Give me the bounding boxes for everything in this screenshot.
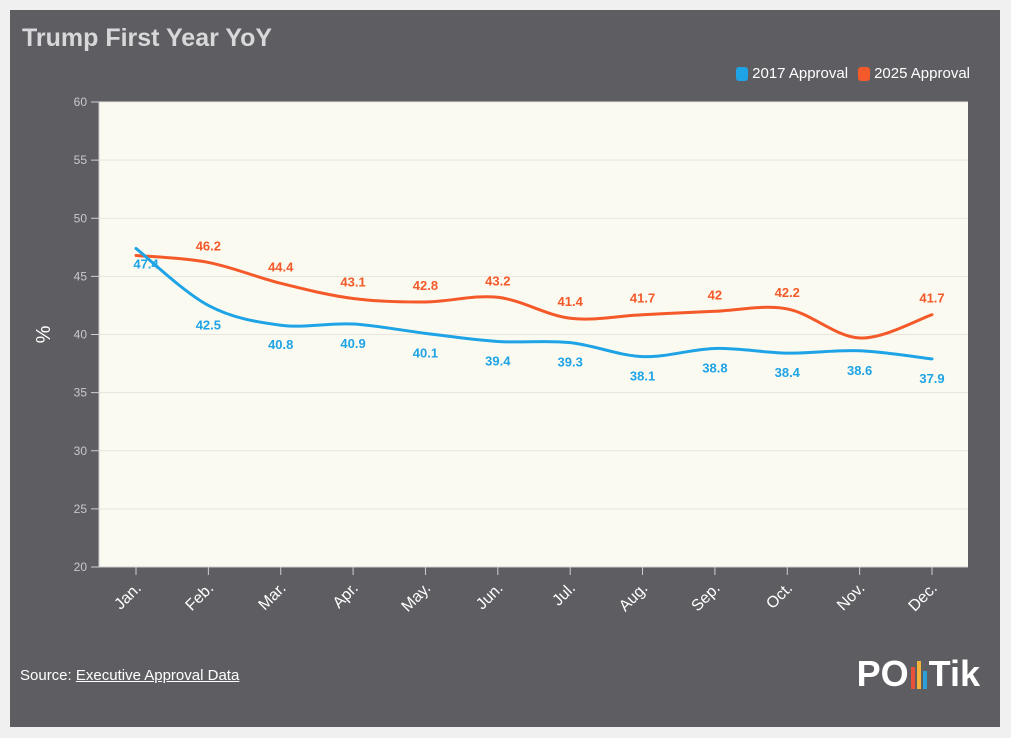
data-label-2025: 46.2: [196, 238, 221, 253]
data-label-2025: 43.1: [340, 274, 365, 289]
logo-text-left: PO: [856, 653, 909, 694]
data-label-2025: 42: [708, 287, 722, 302]
series-line-2017: [134, 246, 934, 361]
series-line-2025: [134, 253, 934, 340]
x-tick-label: Mar.: [256, 580, 290, 614]
source-label: Source:: [20, 667, 72, 684]
legend: 2017 Approval 2025 Approval: [736, 65, 970, 82]
data-label-2025: 42.2: [775, 285, 800, 300]
data-label-2017: 38.6: [847, 363, 872, 378]
y-tick-label: 50: [74, 211, 88, 225]
y-tick-label: 20: [74, 560, 88, 574]
data-label-2025: 43.2: [485, 273, 510, 288]
line-chart: 20 25 30 35 40 45 50 55 60 Jan. Feb. Mar. Apr. May. Ju…: [33, 95, 968, 616]
y-tick-label: 40: [74, 328, 88, 342]
data-label-2017: 38.1: [630, 369, 655, 384]
y-tick-label: 25: [74, 502, 88, 516]
y-tick-label: 55: [74, 153, 88, 167]
x-tick-label: Feb.: [183, 580, 218, 615]
y-tick-label: 30: [74, 444, 88, 458]
data-label-2025: 44.4: [268, 259, 294, 274]
chart-card: Trump First Year YoY 2017 Approval 2025 …: [10, 10, 1000, 727]
politik-logo: PO Tik: [857, 653, 980, 695]
data-label-2017: 40.1: [413, 345, 438, 360]
logo-bar-red: [910, 667, 915, 689]
legend-label-2017: 2017 Approval: [752, 65, 849, 82]
y-tick-label: 60: [74, 95, 88, 109]
source-note: Source: Executive Approval Data: [20, 667, 239, 684]
logo-bars-icon: [910, 661, 927, 689]
x-tick-label: Nov.: [834, 580, 868, 614]
logo-bar-yellow: [916, 661, 921, 689]
data-label-2017: 38.4: [775, 365, 801, 380]
data-label-2017: 47.4: [133, 256, 159, 271]
chart-title: Trump First Year YoY: [22, 24, 273, 52]
x-tick-label: Dec.: [906, 580, 941, 615]
x-tick-label: May.: [399, 580, 435, 616]
x-tick-label: Jan.: [111, 580, 144, 613]
data-label-2025: 41.4: [558, 294, 584, 309]
y-axis-label: %: [33, 325, 55, 343]
legend-swatch-2017: [736, 66, 749, 81]
x-tick-label: Aug.: [616, 580, 651, 615]
data-label-2017: 40.8: [268, 337, 293, 352]
x-tick-label: Sep.: [688, 580, 723, 615]
legend-swatch-2025: [858, 66, 871, 81]
x-tick-label: Apr.: [330, 580, 362, 612]
y-tick-label: 35: [74, 386, 88, 400]
legend-item-2025[interactable]: 2025 Approval: [858, 65, 970, 82]
x-tick-label: Jun.: [473, 580, 506, 613]
data-label-2017: 39.4: [485, 353, 511, 368]
data-label-2017: 37.9: [919, 371, 944, 386]
legend-label-2025: 2025 Approval: [874, 65, 970, 82]
logo-text-right: Tik: [928, 653, 980, 694]
data-label-2025: 41.7: [630, 291, 655, 306]
data-label-2025: 41.7: [919, 291, 944, 306]
y-tick-label: 45: [74, 269, 88, 283]
x-tick-label: Jul.: [549, 580, 579, 610]
x-tick-label: Oct.: [763, 580, 796, 613]
legend-item-2017[interactable]: 2017 Approval: [736, 65, 848, 82]
data-label-2017: 40.9: [340, 336, 365, 351]
data-label-2017: 38.8: [702, 360, 727, 375]
data-label-2017: 39.3: [558, 355, 583, 370]
logo-bar-blue: [922, 671, 927, 689]
data-label-2025: 42.8: [413, 278, 438, 293]
source-link[interactable]: Executive Approval Data: [75, 667, 240, 684]
data-label-2017: 42.5: [196, 317, 221, 332]
